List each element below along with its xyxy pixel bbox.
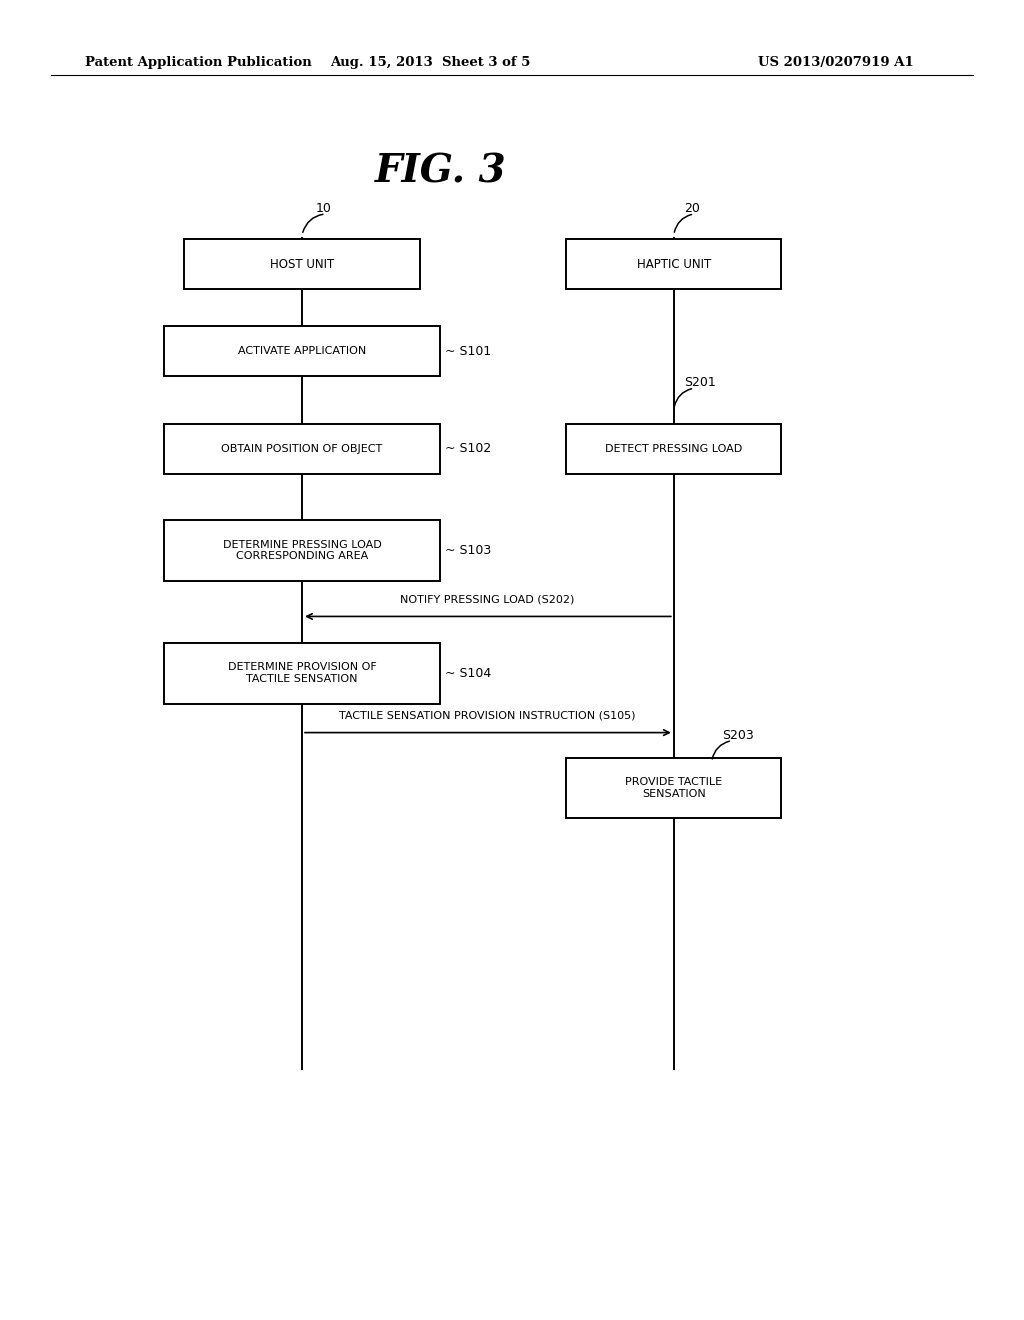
Bar <box>164 424 440 474</box>
Text: US 2013/0207919 A1: US 2013/0207919 A1 <box>758 55 913 69</box>
Text: S201: S201 <box>684 376 716 389</box>
Text: 10: 10 <box>315 202 332 215</box>
Bar <box>566 239 781 289</box>
Text: DETECT PRESSING LOAD: DETECT PRESSING LOAD <box>605 444 742 454</box>
Text: ~ S103: ~ S103 <box>445 544 492 557</box>
Text: ~ S101: ~ S101 <box>445 345 492 358</box>
Bar <box>566 758 781 818</box>
Text: Aug. 15, 2013  Sheet 3 of 5: Aug. 15, 2013 Sheet 3 of 5 <box>330 55 530 69</box>
Text: NOTIFY PRESSING LOAD (S202): NOTIFY PRESSING LOAD (S202) <box>400 594 574 605</box>
Text: HAPTIC UNIT: HAPTIC UNIT <box>637 257 711 271</box>
Text: OBTAIN POSITION OF OBJECT: OBTAIN POSITION OF OBJECT <box>221 444 383 454</box>
Text: DETERMINE PRESSING LOAD
CORRESPONDING AREA: DETERMINE PRESSING LOAD CORRESPONDING AR… <box>222 540 382 561</box>
Text: 20: 20 <box>684 202 700 215</box>
Bar <box>164 520 440 581</box>
Text: FIG. 3: FIG. 3 <box>375 153 506 190</box>
Text: HOST UNIT: HOST UNIT <box>270 257 334 271</box>
Text: PROVIDE TACTILE
SENSATION: PROVIDE TACTILE SENSATION <box>626 777 722 799</box>
Text: S203: S203 <box>722 729 754 742</box>
Bar <box>164 643 440 704</box>
Bar <box>184 239 420 289</box>
Bar <box>164 326 440 376</box>
Bar <box>566 424 781 474</box>
Text: TACTILE SENSATION PROVISION INSTRUCTION (S105): TACTILE SENSATION PROVISION INSTRUCTION … <box>339 710 636 721</box>
Text: ~ S104: ~ S104 <box>445 667 492 680</box>
Text: Patent Application Publication: Patent Application Publication <box>85 55 311 69</box>
Text: DETERMINE PROVISION OF
TACTILE SENSATION: DETERMINE PROVISION OF TACTILE SENSATION <box>227 663 377 684</box>
Text: ACTIVATE APPLICATION: ACTIVATE APPLICATION <box>238 346 367 356</box>
Text: ~ S102: ~ S102 <box>445 442 492 455</box>
